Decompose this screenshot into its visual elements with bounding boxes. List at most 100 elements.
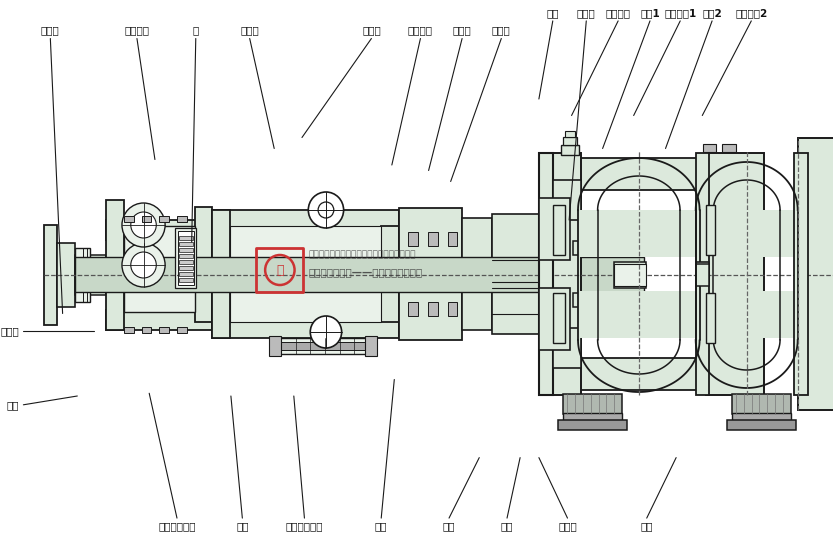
Bar <box>706 153 765 395</box>
Text: 轴套: 轴套 <box>501 521 513 531</box>
Bar <box>179 242 192 246</box>
Bar <box>365 336 377 356</box>
Bar <box>273 338 371 354</box>
Bar <box>212 210 230 338</box>
Circle shape <box>131 212 157 238</box>
Bar <box>553 158 730 190</box>
Text: 密封腔: 密封腔 <box>492 25 511 36</box>
Bar <box>107 220 212 240</box>
Text: 圆柱滚子轴承: 圆柱滚子轴承 <box>286 521 323 531</box>
Text: 叶轢2: 叶轢2 <box>702 8 722 18</box>
Bar <box>124 327 134 333</box>
Text: 轴: 轴 <box>192 25 199 36</box>
Bar <box>57 243 75 307</box>
Text: 圆螺母: 圆螺母 <box>1 326 19 336</box>
Bar <box>124 216 134 222</box>
Text: 间隔套: 间隔套 <box>558 521 577 531</box>
Bar <box>318 200 334 210</box>
Bar <box>159 327 169 333</box>
Bar <box>722 144 736 152</box>
Bar <box>107 200 124 330</box>
Bar <box>614 264 646 286</box>
Text: 出水泵体1: 出水泵体1 <box>664 8 696 18</box>
Bar <box>447 302 457 316</box>
Bar <box>177 216 187 222</box>
Bar <box>713 210 798 257</box>
Bar <box>142 327 152 333</box>
Bar <box>75 257 644 292</box>
Bar <box>179 236 192 240</box>
Text: 拆卸环: 拆卸环 <box>452 25 471 36</box>
Bar <box>563 413 622 425</box>
Text: 护板: 护板 <box>641 521 653 531</box>
Bar <box>553 153 581 395</box>
Bar <box>732 413 791 425</box>
Bar <box>230 226 381 322</box>
Text: 渣浆泵厂、压滤机泵、液下泵、泥浆泵、兆泵: 渣浆泵厂、压滤机泵、液下泵、泥浆泵、兆泵 <box>308 250 416 260</box>
Bar <box>257 248 303 292</box>
Text: 联轴器: 联轴器 <box>41 25 60 36</box>
Bar <box>553 205 566 255</box>
Text: 出水泵体2: 出水泵体2 <box>736 8 767 18</box>
Bar <box>381 226 398 322</box>
Bar <box>195 207 212 322</box>
Circle shape <box>318 202 334 218</box>
Text: 轴承体: 轴承体 <box>362 25 381 36</box>
Text: 角接触球轴承: 角接触球轴承 <box>158 521 196 531</box>
Bar <box>696 262 710 282</box>
Text: 气孔盖: 气孔盖 <box>240 25 259 36</box>
Bar <box>553 358 730 390</box>
Bar <box>563 394 622 414</box>
Bar <box>614 262 646 288</box>
Bar <box>706 205 716 255</box>
Bar <box>179 278 192 282</box>
Bar <box>578 210 700 257</box>
Text: 轴承后盖: 轴承后盖 <box>124 25 149 36</box>
Bar <box>573 293 586 307</box>
Bar <box>398 208 462 262</box>
Bar <box>696 264 710 286</box>
Bar <box>794 153 807 395</box>
Bar <box>561 145 579 155</box>
Text: 油堤: 油堤 <box>236 521 248 531</box>
Bar <box>142 216 152 222</box>
Circle shape <box>308 192 343 228</box>
Bar <box>212 316 398 338</box>
Text: 轴承前盖: 轴承前盖 <box>408 25 433 36</box>
Bar <box>159 216 169 222</box>
Bar <box>462 280 491 330</box>
Text: 中: 中 <box>276 263 283 277</box>
Bar <box>566 131 575 137</box>
Bar <box>447 232 457 246</box>
Bar <box>428 232 438 246</box>
Bar <box>179 248 192 252</box>
Text: 进水泵体: 进水泵体 <box>606 8 631 18</box>
Bar <box>178 231 193 285</box>
Bar <box>462 218 491 278</box>
Bar <box>558 420 627 430</box>
Bar <box>732 394 791 414</box>
Bar <box>573 241 586 255</box>
Bar <box>702 144 716 152</box>
Bar <box>491 214 539 282</box>
Bar <box>491 282 539 334</box>
Bar <box>578 291 700 338</box>
Bar <box>269 336 281 356</box>
Bar <box>727 420 796 430</box>
Bar <box>696 153 710 395</box>
Bar <box>398 286 462 340</box>
Bar <box>175 228 197 288</box>
Bar <box>428 302 438 316</box>
Bar <box>124 226 195 312</box>
Bar <box>553 180 581 220</box>
Bar <box>553 293 566 343</box>
Bar <box>539 288 570 350</box>
Bar <box>179 260 192 264</box>
Text: 叶轢1: 叶轢1 <box>640 8 660 18</box>
Circle shape <box>310 316 342 348</box>
Bar <box>212 210 398 232</box>
Circle shape <box>122 203 165 247</box>
Bar <box>179 272 192 276</box>
Bar <box>107 310 212 330</box>
Text: 托架: 托架 <box>443 521 456 531</box>
